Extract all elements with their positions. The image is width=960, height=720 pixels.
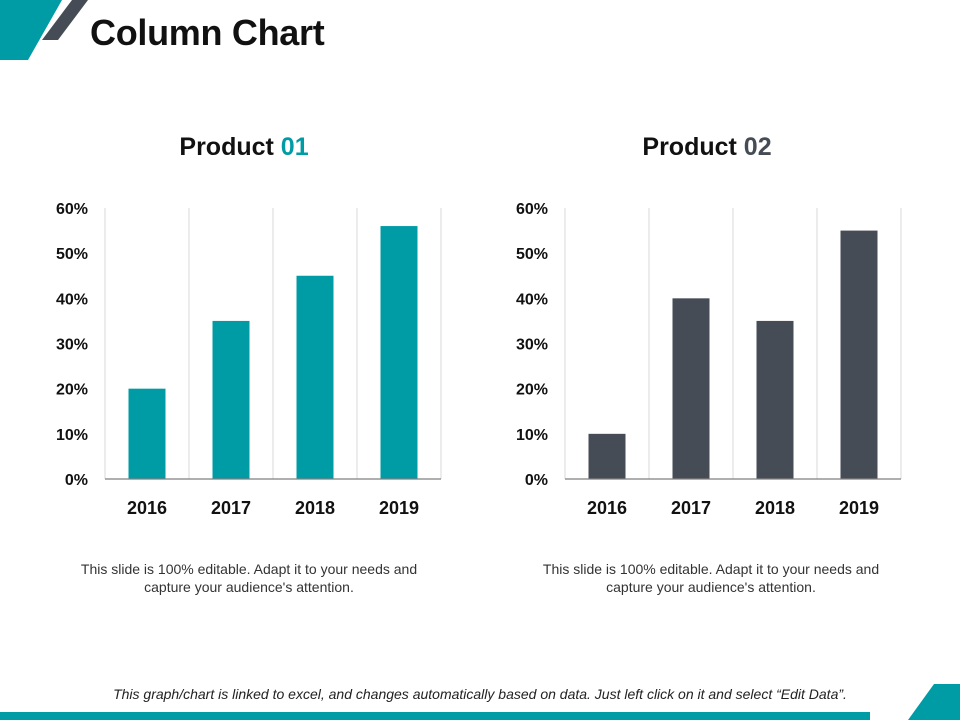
caption-line: This slide is 100% editable. Adapt it to… [542,561,880,577]
footer-note: This graph/chart is linked to excel, and… [113,686,847,702]
y-tick-label: 30% [516,337,548,354]
y-tick-label: 60% [56,201,88,218]
caption-line: This slide is 100% editable. Adapt it to… [80,561,418,577]
bar [588,433,626,479]
x-tick-label: 2016 [127,498,167,518]
chart-title-product-01: Product 01 [94,133,394,162]
page-title: Column Chart [90,12,325,53]
chart-title-number: 01 [280,133,309,161]
caption-product-01: This slide is 100% editable. Adapt it to… [49,560,449,596]
bar [756,320,794,479]
y-tick-label: 50% [516,246,548,263]
y-tick-label: 40% [56,291,88,308]
chart-title-number: 02 [743,133,772,161]
chart-title-product-02: Product 02 [557,133,857,162]
x-tick-label: 2017 [211,498,251,518]
y-tick-label: 60% [516,201,548,218]
bottom-accent-bar [0,712,870,720]
y-tick-label: 0% [525,472,548,489]
y-tick-label: 10% [516,427,548,444]
bar [296,275,334,479]
bottom-corner-shape [908,684,960,720]
accent-shape [0,0,62,60]
caption-line: capture your audience's attention. [144,579,354,595]
bar [212,320,250,479]
dark-shape [42,0,88,40]
y-tick-label: 40% [516,291,548,308]
y-tick-label: 30% [56,337,88,354]
bar [128,388,166,479]
column-chart-product-01: 0% 10% 20% 30% 40% 50% 60% 2016 2017 2018 2019 [56,201,442,518]
y-tick-label: 0% [65,472,88,489]
bar [672,298,710,479]
y-tick-label: 10% [56,427,88,444]
caption-line: capture your audience's attention. [606,579,816,595]
bar [380,226,418,479]
chart-title-label: Product [642,133,744,161]
bottom-decoration [0,684,960,720]
column-chart-product-02: 0% 10% 20% 30% 40% 50% 60% 2016 2017 2018 2019 [516,201,902,518]
bar [840,230,878,479]
caption-product-02: This slide is 100% editable. Adapt it to… [511,560,911,596]
x-tick-label: 2019 [839,498,879,518]
x-tick-label: 2018 [755,498,795,518]
corner-decoration [0,0,88,60]
x-tick-label: 2016 [587,498,627,518]
x-tick-label: 2018 [295,498,335,518]
y-tick-label: 20% [516,382,548,399]
y-tick-label: 50% [56,246,88,263]
y-tick-label: 20% [56,382,88,399]
x-tick-label: 2019 [379,498,419,518]
chart-title-label: Product [179,133,281,161]
x-tick-label: 2017 [671,498,711,518]
